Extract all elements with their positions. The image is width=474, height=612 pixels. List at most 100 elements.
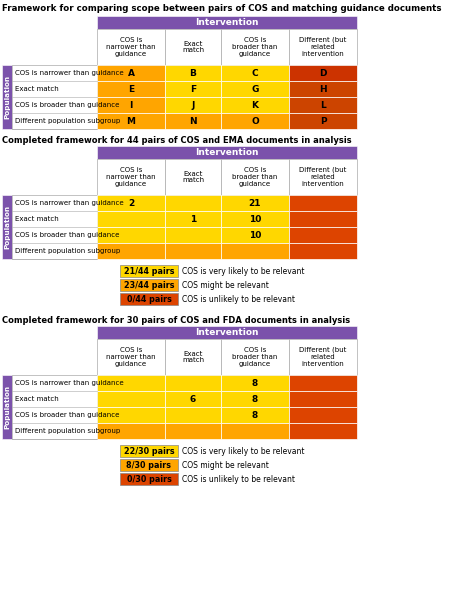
Bar <box>289 29 357 65</box>
Text: COS is unlikely to be relevant: COS is unlikely to be relevant <box>182 474 295 483</box>
Bar <box>289 243 357 259</box>
Bar <box>289 113 357 129</box>
Bar <box>12 195 97 259</box>
Bar <box>221 159 289 195</box>
Text: 8: 8 <box>252 378 258 387</box>
Bar <box>289 81 357 97</box>
Text: H: H <box>319 84 327 94</box>
Text: Population: Population <box>4 75 10 119</box>
Text: COS might be relevant: COS might be relevant <box>182 460 269 469</box>
Text: Exact match: Exact match <box>15 86 59 92</box>
Text: D: D <box>319 69 327 78</box>
Bar <box>97 97 165 113</box>
Text: O: O <box>251 116 259 125</box>
Bar <box>221 211 289 227</box>
Bar <box>289 339 357 375</box>
Bar <box>97 227 165 243</box>
Text: Different (but
related
intervention: Different (but related intervention <box>299 347 346 367</box>
Text: COS is narrower than guidance: COS is narrower than guidance <box>15 70 124 76</box>
Text: 22/30 pairs: 22/30 pairs <box>124 447 174 455</box>
Text: 21/44 pairs: 21/44 pairs <box>124 266 174 275</box>
Text: COS is very likely to be relevant: COS is very likely to be relevant <box>182 447 304 455</box>
Bar <box>2 65 12 129</box>
Bar <box>221 195 289 211</box>
Bar <box>165 423 221 439</box>
Bar <box>97 146 357 159</box>
Text: COS is narrower than guidance: COS is narrower than guidance <box>15 380 124 386</box>
Bar <box>97 113 165 129</box>
Bar <box>165 195 221 211</box>
Text: Different (but
related
intervention: Different (but related intervention <box>299 37 346 58</box>
Text: Framework for comparing scope between pairs of COS and matching guidance documen: Framework for comparing scope between pa… <box>2 4 441 13</box>
Bar <box>289 227 357 243</box>
Text: Completed framework for 44 pairs of COS and EMA documents in analysis: Completed framework for 44 pairs of COS … <box>2 136 352 145</box>
Text: M: M <box>127 116 136 125</box>
Bar <box>221 423 289 439</box>
Bar <box>289 407 357 423</box>
Text: Exact match: Exact match <box>15 396 59 402</box>
Text: COS is
broader than
guidance: COS is broader than guidance <box>232 37 278 57</box>
Text: L: L <box>320 100 326 110</box>
Text: C: C <box>252 69 258 78</box>
Bar <box>165 391 221 407</box>
Text: 8: 8 <box>252 395 258 403</box>
Bar <box>165 211 221 227</box>
Bar <box>120 459 178 471</box>
Text: Different population subgroup: Different population subgroup <box>15 118 120 124</box>
Text: COS might be relevant: COS might be relevant <box>182 280 269 289</box>
Bar <box>221 65 289 81</box>
Bar <box>221 227 289 243</box>
Bar <box>97 65 165 81</box>
Text: B: B <box>190 69 196 78</box>
Text: 6: 6 <box>190 395 196 403</box>
Text: Exact match: Exact match <box>15 216 59 222</box>
Bar <box>97 16 357 29</box>
Text: Population: Population <box>4 205 10 249</box>
Text: COS is
broader than
guidance: COS is broader than guidance <box>232 167 278 187</box>
Text: K: K <box>252 100 258 110</box>
Text: Different (but
related
intervention: Different (but related intervention <box>299 166 346 187</box>
Bar <box>120 265 178 277</box>
Bar <box>2 375 12 439</box>
Bar <box>97 81 165 97</box>
Bar <box>165 339 221 375</box>
Bar <box>120 279 178 291</box>
Text: A: A <box>128 69 135 78</box>
Bar <box>289 423 357 439</box>
Text: Different population subgroup: Different population subgroup <box>15 428 120 434</box>
Text: 0/30 pairs: 0/30 pairs <box>127 474 172 483</box>
Bar <box>97 375 165 391</box>
Bar <box>165 159 221 195</box>
Bar <box>12 65 97 129</box>
Bar <box>165 375 221 391</box>
Bar <box>120 293 178 305</box>
Text: 0/44 pairs: 0/44 pairs <box>127 294 172 304</box>
Bar <box>221 407 289 423</box>
Text: 2: 2 <box>128 198 134 207</box>
Bar <box>221 339 289 375</box>
Bar <box>97 159 165 195</box>
Bar <box>289 391 357 407</box>
Text: 8: 8 <box>252 411 258 419</box>
Bar <box>97 391 165 407</box>
Text: COS is unlikely to be relevant: COS is unlikely to be relevant <box>182 294 295 304</box>
Text: Intervention: Intervention <box>195 18 259 27</box>
Text: Different population subgroup: Different population subgroup <box>15 248 120 254</box>
Bar <box>221 97 289 113</box>
Text: COS is broader than guidance: COS is broader than guidance <box>15 232 119 238</box>
Bar <box>120 445 178 457</box>
Bar <box>165 29 221 65</box>
Bar <box>97 339 165 375</box>
Bar <box>289 211 357 227</box>
Bar <box>97 211 165 227</box>
Bar <box>221 113 289 129</box>
Text: P: P <box>319 116 326 125</box>
Text: 1: 1 <box>190 214 196 223</box>
Text: F: F <box>190 84 196 94</box>
Bar <box>221 29 289 65</box>
Bar <box>221 243 289 259</box>
Text: COS is very likely to be relevant: COS is very likely to be relevant <box>182 266 304 275</box>
Text: 8/30 pairs: 8/30 pairs <box>127 460 172 469</box>
Text: Population: Population <box>4 385 10 429</box>
Text: COS is broader than guidance: COS is broader than guidance <box>15 102 119 108</box>
